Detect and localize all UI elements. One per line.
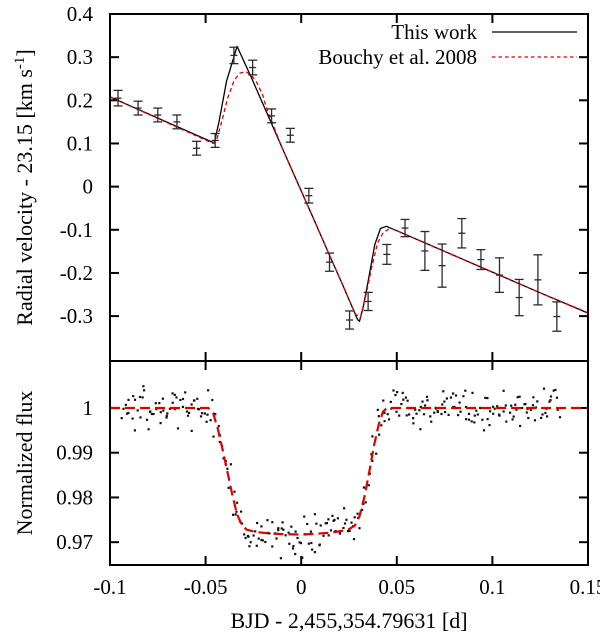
y-axis-title-flux: Normalized flux	[12, 391, 37, 536]
rv-ytick-label: 0.1	[67, 131, 93, 155]
xtick-label: -0.1	[93, 575, 126, 599]
rv-ytick-label: -0.3	[60, 304, 93, 328]
tick-labels: 0.40.30.20.10-0.1-0.2-0.310.990.980.97-0…	[56, 2, 600, 599]
this-work-line	[110, 45, 588, 322]
panel-frames	[109, 13, 589, 566]
bouchy-line	[110, 70, 588, 319]
rv-ytick-label: 0	[83, 175, 94, 199]
rv-model-lines	[110, 45, 588, 322]
legend-label-this-work: This work	[391, 20, 477, 44]
axis-ticks	[109, 13, 589, 565]
rv-data-points	[113, 46, 562, 332]
xtick-label: 0.15	[570, 575, 600, 599]
xtick-label: 0	[296, 575, 307, 599]
y-axis-title-rv: Radial velocity - 23.15 [km s-1]	[12, 49, 37, 325]
rv-ytick-label: -0.1	[60, 218, 93, 242]
xtick-label: 0.05	[378, 575, 415, 599]
transit-model-line	[110, 406, 588, 536]
rv-ytick-label: -0.2	[60, 261, 93, 285]
rv-ytick-label: 0.4	[67, 2, 94, 26]
x-axis-title: BJD - 2,455,354.79631 [d]	[230, 608, 467, 633]
rv-ytick-label: 0.2	[67, 88, 93, 112]
xtick-label: -0.05	[184, 575, 228, 599]
flux-ytick-label: 0.97	[56, 530, 93, 554]
xtick-label: 0.1	[479, 575, 505, 599]
flux-ytick-label: 0.99	[56, 441, 93, 465]
rv-ytick-label: 0.3	[67, 45, 93, 69]
legend-label-bouchy: Bouchy et al. 2008	[318, 45, 477, 69]
photometry-points	[120, 385, 562, 560]
flux-ytick-label: 0.98	[56, 485, 93, 509]
flux-ytick-label: 1	[83, 396, 94, 420]
